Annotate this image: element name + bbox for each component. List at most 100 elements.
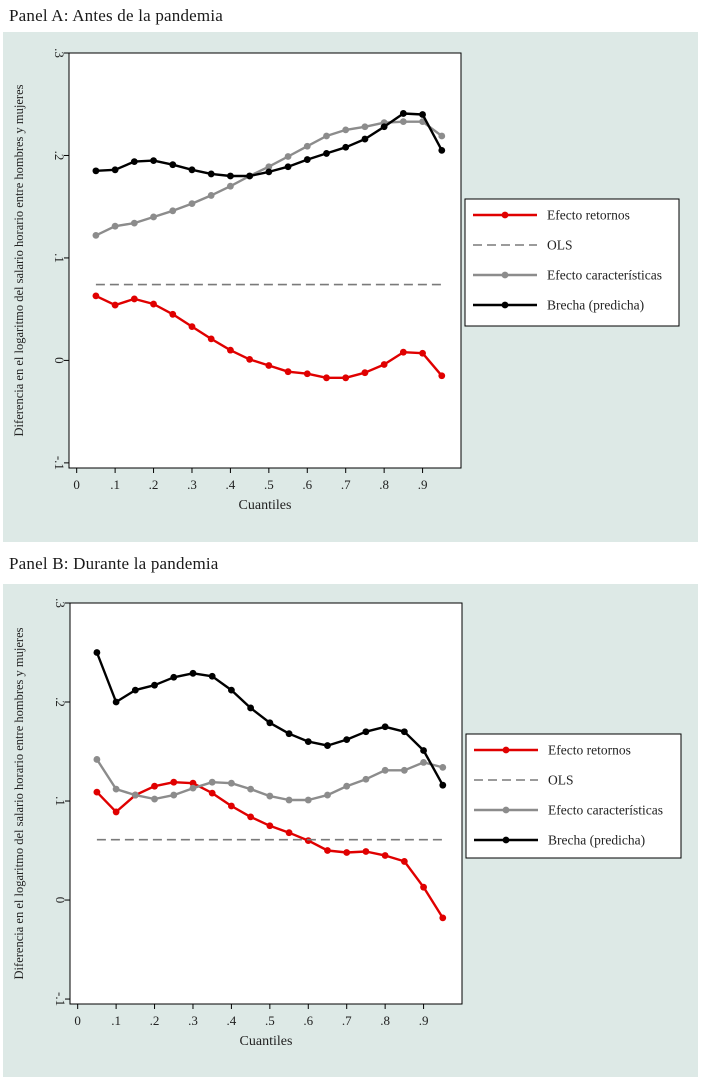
series-efecto-características-point bbox=[438, 132, 446, 140]
y-axis-title: Diferencia en el logaritmo del salario h… bbox=[12, 627, 26, 979]
series-brecha-predicha--point bbox=[400, 728, 408, 736]
series-efecto-características-point bbox=[343, 782, 351, 790]
series-brecha-predicha--point bbox=[228, 686, 235, 694]
x-tick-label: .6 bbox=[303, 1013, 313, 1028]
series-efecto-retornos-point bbox=[420, 883, 427, 891]
series-efecto-retornos-point bbox=[304, 837, 312, 845]
series-efecto-retornos-point bbox=[111, 301, 119, 309]
series-brecha-predicha--point bbox=[92, 167, 100, 175]
series-brecha-predicha--point bbox=[323, 150, 330, 157]
series-efecto-retornos-point bbox=[399, 348, 407, 356]
legend-swatch-marker bbox=[501, 301, 509, 309]
series-efecto-características-point bbox=[188, 200, 196, 208]
series-brecha-predicha--point bbox=[342, 143, 350, 151]
series-brecha-predicha--point bbox=[93, 649, 101, 656]
series-efecto-retornos-point bbox=[266, 822, 274, 830]
series-efecto-características-point bbox=[266, 792, 274, 800]
legend-label: Efecto características bbox=[547, 268, 662, 283]
series-efecto-características-point bbox=[130, 219, 138, 227]
x-tick-label: .7 bbox=[341, 477, 351, 492]
series-efecto-retornos-point bbox=[228, 802, 235, 810]
series-efecto-retornos-point bbox=[438, 372, 446, 380]
series-efecto-características-point bbox=[150, 213, 157, 221]
x-tick-label: .5 bbox=[264, 477, 274, 492]
series-efecto-características-point bbox=[381, 766, 389, 774]
x-tick-label: .8 bbox=[379, 477, 389, 492]
series-efecto-características-point bbox=[303, 142, 311, 150]
series-brecha-predicha--point bbox=[324, 742, 331, 749]
series-brecha-predicha--point bbox=[170, 673, 178, 681]
chart-panel-b: -.1 0 .1 .2 .3 0 .1 .2 .3 .4 .5 .6 .7 .8 .9 Cuantiles Di… bbox=[3, 584, 698, 1077]
panel-b-title: Panel B: Durante la pandemia bbox=[9, 554, 219, 573]
series-brecha-predicha--point bbox=[227, 172, 234, 180]
x-tick-label: .3 bbox=[188, 1013, 198, 1028]
y-tick-label: .3 bbox=[52, 48, 67, 58]
x-tick-label: .1 bbox=[110, 477, 120, 492]
series-efecto-retornos-point bbox=[151, 782, 158, 790]
series-efecto-retornos-point bbox=[207, 335, 215, 343]
series-efecto-características-point bbox=[284, 153, 292, 160]
series-efecto-retornos-point bbox=[93, 788, 101, 796]
series-brecha-predicha--point bbox=[208, 672, 216, 680]
series-brecha-predicha--point bbox=[266, 719, 274, 727]
panel-a-title: Panel A: Antes de la pandemia bbox=[9, 6, 224, 25]
series-efecto-retornos-point bbox=[227, 346, 234, 354]
series-brecha-predicha--point bbox=[246, 172, 254, 180]
series-efecto-retornos-point bbox=[324, 847, 331, 854]
series-efecto-retornos-point bbox=[342, 374, 350, 382]
series-efecto-retornos-point bbox=[130, 295, 138, 303]
series-efecto-características-point bbox=[111, 222, 119, 230]
series-efecto-características-point bbox=[400, 766, 408, 774]
series-efecto-retornos-point bbox=[284, 368, 292, 376]
y-tick-label: -.1 bbox=[53, 992, 68, 1006]
series-brecha-predicha--point bbox=[112, 698, 120, 706]
series-brecha-predicha--point bbox=[420, 747, 427, 754]
series-efecto-retornos-point bbox=[343, 849, 351, 856]
x-tick-label: .2 bbox=[149, 477, 159, 492]
series-efecto-retornos-point bbox=[112, 808, 120, 816]
series-efecto-retornos-point bbox=[208, 789, 216, 797]
series-efecto-características-point bbox=[247, 785, 255, 793]
legend-swatch-marker bbox=[501, 271, 509, 279]
series-efecto-retornos-point bbox=[285, 829, 293, 837]
series-efecto-características-point bbox=[361, 123, 369, 131]
series-efecto-características-point bbox=[189, 784, 197, 792]
series-efecto-características-point bbox=[324, 791, 331, 799]
series-efecto-características-point bbox=[342, 126, 350, 134]
series-efecto-características-point bbox=[208, 778, 216, 786]
series-efecto-características-point bbox=[131, 791, 139, 799]
x-tick-label: .1 bbox=[111, 1013, 121, 1028]
series-efecto-retornos-point bbox=[265, 362, 273, 369]
legend-swatch-marker bbox=[502, 836, 510, 844]
y-tick-label: -.1 bbox=[52, 456, 67, 470]
series-efecto-características-point bbox=[112, 785, 120, 793]
series-efecto-características-point bbox=[399, 118, 407, 126]
series-brecha-predicha--point bbox=[285, 730, 293, 738]
series-brecha-predicha--point bbox=[151, 681, 158, 689]
series-efecto-características-point bbox=[304, 796, 312, 804]
x-tick-label: .2 bbox=[150, 1013, 160, 1028]
series-efecto-características-point bbox=[285, 796, 293, 804]
series-brecha-predicha--point bbox=[380, 123, 388, 131]
series-brecha-predicha--point bbox=[343, 736, 351, 744]
series-brecha-predicha--point bbox=[189, 669, 197, 677]
series-efecto-características-point bbox=[228, 779, 235, 787]
y-tick-label: .2 bbox=[52, 151, 67, 161]
y-tick-label: .1 bbox=[53, 796, 68, 806]
legend-swatch-marker bbox=[502, 746, 510, 754]
series-efecto-retornos-point bbox=[361, 369, 369, 377]
x-tick-label: .4 bbox=[226, 477, 236, 492]
x-tick-label: .5 bbox=[265, 1013, 275, 1028]
plot-area bbox=[69, 602, 463, 1005]
series-brecha-predicha--point bbox=[381, 723, 389, 731]
legend-swatch-marker bbox=[501, 211, 509, 219]
legend-label: OLS bbox=[547, 238, 573, 253]
series-efecto-retornos-point bbox=[323, 374, 330, 382]
series-efecto-retornos-point bbox=[189, 779, 197, 787]
legend-label: Brecha (predicha) bbox=[548, 833, 645, 848]
legend-label: Efecto características bbox=[548, 803, 663, 818]
series-efecto-características-point bbox=[420, 759, 427, 766]
series-brecha-predicha--point bbox=[111, 166, 119, 174]
x-tick-label: 0 bbox=[74, 1013, 81, 1028]
series-efecto-retornos-point bbox=[439, 914, 447, 922]
